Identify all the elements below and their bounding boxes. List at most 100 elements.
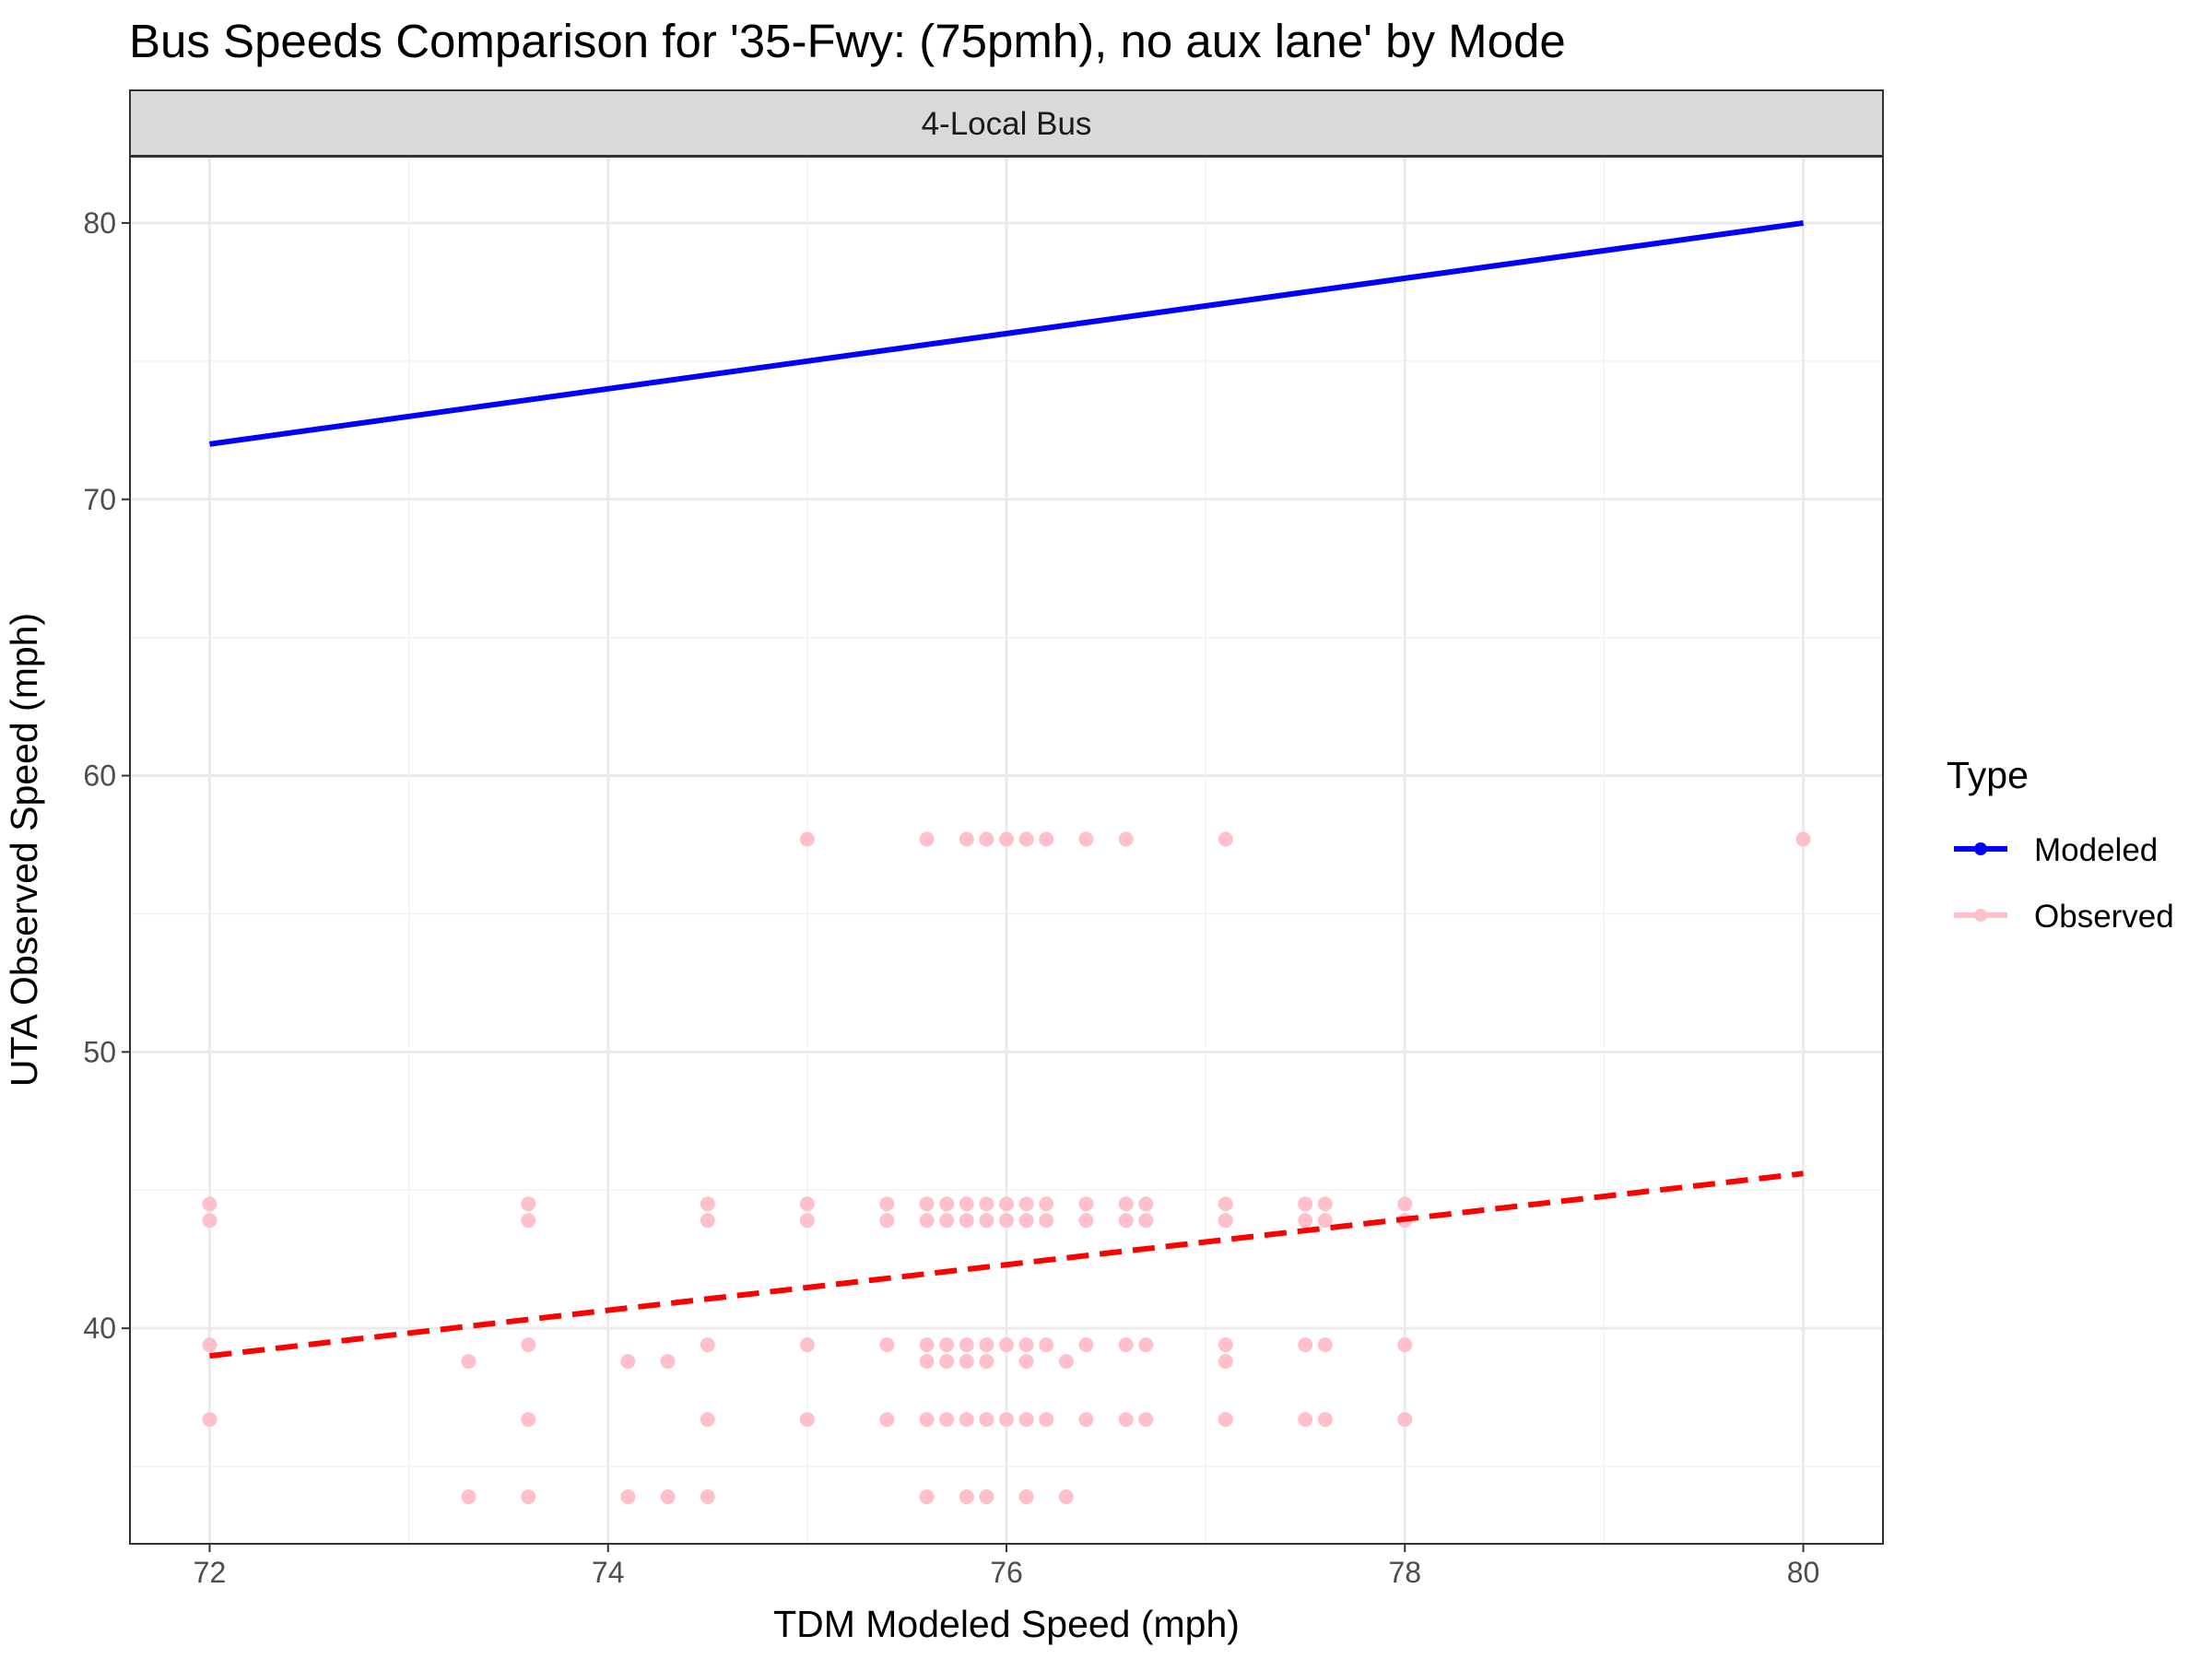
observed-point [999,831,1014,847]
observed-point [521,1213,536,1229]
observed-point [202,1196,218,1212]
observed-point [1218,831,1233,847]
observed-point [1039,1337,1054,1353]
observed-point [799,1337,815,1353]
y-tick-label: 60 [83,759,116,793]
legend-item-observed: Observed [1954,899,2174,935]
observed-point [1218,1213,1233,1229]
observed-point [939,1213,955,1229]
observed-point [999,1412,1014,1428]
observed-point [959,1489,974,1505]
observed-point [799,1412,815,1428]
observed-point [660,1354,676,1370]
observed-trend-line [209,1171,1804,1359]
observed-point [919,1196,935,1212]
observed-point [1039,1213,1054,1229]
observed-point [999,1213,1014,1229]
observed-point [1018,1489,1034,1505]
observed-point [700,1489,715,1505]
observed-point [1317,1412,1333,1428]
observed-point [979,1196,994,1212]
observed-point [1018,1354,1034,1370]
x-axis-title: TDM Modeled Speed (mph) [773,1603,1240,1645]
observed-point [939,1196,955,1212]
observed-point [799,1196,815,1212]
observed-point [1138,1213,1154,1229]
observed-point [1118,1337,1134,1353]
observed-point [1118,1213,1134,1229]
observed-point [1298,1412,1313,1428]
legend-title: Type [1947,754,2029,796]
observed-point [1218,1196,1233,1212]
observed-point [521,1337,536,1353]
observed-point [1018,1213,1034,1229]
legend: Type Modeled Observed [1947,754,2174,935]
x-tick-label: 78 [1388,1556,1421,1589]
observed-point [700,1213,715,1229]
observed-point [461,1354,477,1370]
observed-point [202,1412,218,1428]
legend-label-modeled: Modeled [2034,832,2158,868]
observed-point [879,1412,895,1428]
observed-point [700,1196,715,1212]
observed-point [1078,1337,1094,1353]
observed-point [521,1196,536,1212]
legend-key-point-observed [1974,909,1987,922]
observed-point [959,1337,974,1353]
observed-point [1397,1196,1413,1212]
observed-point [919,1354,935,1370]
x-tick-label: 80 [1787,1556,1820,1589]
observed-point [879,1196,895,1212]
y-tick-label: 70 [83,483,116,516]
observed-point [1078,1196,1094,1212]
observed-point [939,1337,955,1353]
observed-point [1118,1412,1134,1428]
observed-point [1018,1337,1034,1353]
y-tick-label: 80 [83,206,116,240]
observed-point [1218,1337,1233,1353]
legend-key-point-modeled [1974,842,1987,855]
observed-point [620,1354,636,1370]
observed-point [1018,1412,1034,1428]
observed-point [1218,1354,1233,1370]
x-tick-label: 74 [592,1556,625,1589]
observed-point [1078,1412,1094,1428]
y-axis: 40 50 60 70 80 [83,206,130,1345]
observed-point [959,1196,974,1212]
observed-point [999,1337,1014,1353]
observed-point [1138,1412,1154,1428]
legend-label-observed: Observed [2034,899,2174,935]
observed-point [879,1213,895,1229]
observed-point [919,831,935,847]
observed-point [1218,1412,1233,1428]
observed-point [979,1337,994,1353]
observed-point [979,1354,994,1370]
observed-point [1039,831,1054,847]
observed-point [1317,1337,1333,1353]
observed-point [939,1354,955,1370]
observed-point [799,1213,815,1229]
observed-point [879,1337,895,1353]
observed-point [700,1337,715,1353]
observed-point [1317,1196,1333,1212]
observed-point [1138,1337,1154,1353]
facet-label: 4-Local Bus [922,106,1092,142]
observed-point [1317,1213,1333,1229]
observed-point [521,1489,536,1505]
observed-point [660,1489,676,1505]
observed-point [959,831,974,847]
observed-point [919,1412,935,1428]
observed-point [1039,1196,1054,1212]
observed-point [999,1196,1014,1212]
observed-point [1058,1489,1074,1505]
observed-point [1018,831,1034,847]
observed-point [1039,1412,1054,1428]
observed-point [1078,1213,1094,1229]
grid-major [130,157,1883,1544]
observed-point [202,1337,218,1353]
observed-point [620,1489,636,1505]
observed-point [1298,1337,1313,1353]
observed-point [919,1337,935,1353]
observed-point [1298,1213,1313,1229]
observed-point [979,1412,994,1428]
